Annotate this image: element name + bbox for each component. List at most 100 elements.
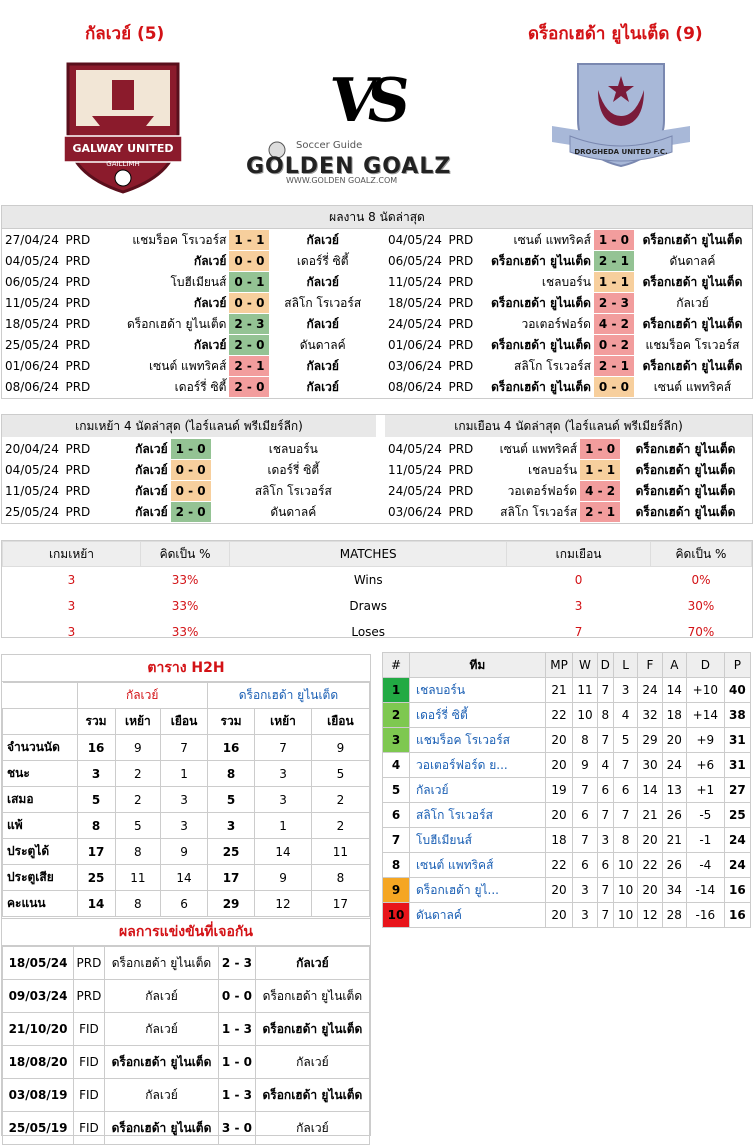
away-team-name: ดันดาลค์ — [210, 501, 376, 523]
standings-row: 7 โบฮีเมียนส์ 18 7 3 8 20 21 -1 24 — [382, 827, 752, 853]
h2h-value: 5 — [114, 812, 162, 839]
standings-header: ทีม — [409, 652, 546, 678]
h2h-away-team: ดร็อกเฮด้า ยูไนเต็ด — [206, 682, 371, 709]
standings-row: 10 ดันดาลค์ 20 3 7 10 12 28 -16 16 — [382, 902, 752, 928]
league-code: PRD — [444, 439, 477, 460]
result-row: 20/04/24 PRD กัลเวย์ 1 - 0 เชลบอร์น — [2, 439, 376, 460]
match-score: 2 - 0 — [229, 334, 270, 356]
summary-header: MATCHES — [229, 541, 508, 567]
h2h-value: 11 — [310, 838, 371, 865]
match-date: 11/05/24 — [385, 459, 445, 481]
meeting-league: FID — [73, 1012, 105, 1046]
away-team-name: กัลเวย์ — [633, 292, 751, 314]
h2h-row-label: ประตูเสีย — [2, 864, 78, 891]
away-team-name: ดร็อกเฮด้า ยูไนเต็ด — [620, 480, 751, 502]
standings-header: # — [382, 652, 410, 678]
league-code: PRD — [444, 292, 477, 314]
last4-panel: เกมเหย้า 4 นัดล่าสุด (ไอร์แลนด์ พรีเมียร… — [1, 414, 753, 524]
h2h-value: 8 — [206, 760, 256, 787]
summary-label: Draws — [349, 599, 388, 613]
league-code: PRD — [444, 334, 477, 356]
result-row: 08/06/24 PRD ดร็อกเฮด้า ยูไนเต็ด 0 - 0 เซนต์… — [385, 376, 751, 398]
home-team-name: กัลเวย์ — [93, 501, 171, 523]
match-score: 0 - 2 — [593, 334, 634, 356]
result-row: 11/05/24 PRD กัลเวย์ 0 - 0 สลิโก โรเวอร์ส — [2, 292, 376, 314]
meeting-date: 25/05/19 — [2, 1111, 74, 1145]
h2h-row: ชนะ 3 2 1 8 3 5 — [2, 760, 371, 787]
result-row: 11/05/24 PRD เชลบอร์น 1 - 1 ดร็อกเฮด้า ยูไนเ… — [385, 459, 751, 481]
standings-position: 1 — [382, 677, 410, 703]
match-date: 06/05/24 — [385, 250, 445, 272]
standings-mp: 22 — [544, 852, 574, 878]
match-date: 04/05/24 — [2, 250, 62, 272]
standings-team: แชมร็อค โรเวอร์ส — [409, 727, 546, 753]
result-row: 11/05/24 PRD กัลเวย์ 0 - 0 สลิโก โรเวอร์ส — [2, 480, 376, 502]
standings-a: 21 — [661, 827, 687, 853]
result-row: 25/05/24 PRD กัลเวย์ 2 - 0 ดันดาลค์ — [2, 334, 376, 356]
meeting-date: 18/05/24 — [2, 946, 74, 980]
standings-position: 4 — [382, 752, 410, 778]
home-count: 3 — [67, 573, 76, 587]
standings-l: 10 — [612, 877, 639, 903]
h2h-row-label: จำนวนนัด — [2, 734, 78, 761]
away-team-name: กัลเวย์ — [269, 313, 376, 335]
meeting-date: 18/08/20 — [2, 1045, 74, 1079]
last4-home-table: 20/04/24 PRD กัลเวย์ 1 - 0 เชลบอร์น 04/05/24 P… — [2, 439, 376, 523]
home-team-name: เดอร์รี่ ซิตี้ — [93, 376, 230, 398]
match-score: 0 - 1 — [229, 271, 270, 293]
h2h-table: กัลเวย์ ดร็อกเฮด้า ยูไนเต็ด รวม เหย้า เยือ… — [2, 682, 371, 917]
home-count: 3 — [67, 599, 76, 613]
h2h-value: 8 — [114, 890, 162, 917]
standings-d: 3 — [596, 827, 614, 853]
result-row: 03/06/24 PRD สลิโก โรเวอร์ส 2 - 1 ดร็อกเฮด้า… — [385, 355, 751, 377]
meeting-date: 03/08/19 — [2, 1078, 74, 1112]
h2h-col-header-row: รวม เหย้า เยือน รวม เหย้า เยือน — [2, 708, 371, 735]
meeting-away-team: กัลเวย์ — [254, 1045, 371, 1079]
home-team-logo: GALWAY UNITED GAILLIMH — [62, 56, 184, 196]
match-score: 2 - 0 — [229, 376, 270, 398]
home-percent: 33% — [171, 573, 199, 587]
away-team-name: ดร็อกเฮด้า ยูไนเต็ด — [633, 355, 751, 377]
standings-mp: 20 — [544, 802, 574, 828]
meeting-score: 1 - 3 — [218, 1012, 256, 1046]
h2h-row: ประตูได้ 17 8 9 25 14 11 — [2, 838, 371, 865]
match-score: 2 - 3 — [229, 313, 270, 335]
h2h-value: 6 — [160, 890, 208, 917]
result-row: 04/05/24 PRD เซนต์ แพทริคส์ 1 - 0 ดร็อกเฮด้า… — [385, 230, 751, 251]
match-score: 2 - 1 — [580, 501, 621, 523]
home-team-name: กัลเวย์ — [93, 250, 230, 272]
away-team-name: สลิโก โรเวอร์ส — [210, 480, 376, 502]
standings-f: 12 — [637, 902, 663, 928]
standings-header: D — [685, 652, 725, 678]
standings-header: F — [637, 652, 663, 678]
result-row: 04/05/24 PRD กัลเวย์ 0 - 0 เดอร์รี่ ซิตี้ — [2, 459, 376, 481]
summary-label: Wins — [353, 573, 383, 587]
standings-w: 3 — [572, 902, 598, 928]
standings-a: 26 — [661, 802, 687, 828]
standings-a: 18 — [661, 702, 687, 728]
meetings-panel: ผลการแข่งขันที่เจอกัน 18/05/24 PRD ดร็อกเฮ… — [1, 918, 371, 1145]
home-team-name: เชลบอร์น — [476, 271, 594, 293]
standings-f: 32 — [637, 702, 663, 728]
league-code: PRD — [61, 480, 94, 502]
result-row: 06/05/24 PRD ดร็อกเฮด้า ยูไนเต็ด 2 - 1 ดันดา… — [385, 250, 751, 272]
standings-points: 16 — [723, 902, 752, 928]
standings-w: 9 — [572, 752, 598, 778]
home-team-name: เชลบอร์น — [476, 459, 581, 481]
standings-team: วอเตอร์ฟอร์ด ย... — [409, 752, 546, 778]
meeting-league: PRD — [73, 979, 105, 1013]
league-code: PRD — [61, 271, 94, 293]
h2h-value: 14 — [160, 864, 208, 891]
meeting-score: 1 - 0 — [218, 1045, 256, 1079]
h2h-value: 3 — [160, 786, 208, 813]
meeting-home-team: กัลเวย์ — [103, 1078, 220, 1112]
standings-header-row: # ทีม MP W D L F A D P — [382, 652, 752, 678]
result-row: 03/06/24 PRD สลิโก โรเวอร์ส 2 - 1 ดร็อกเฮด้า… — [385, 501, 751, 523]
h2h-value: 9 — [310, 734, 371, 761]
result-row: 08/06/24 PRD เดอร์รี่ ซิตี้ 2 - 0 กัลเวย์ — [2, 376, 376, 398]
h2h-row-label: ชนะ — [2, 760, 78, 787]
meeting-row: 09/03/24 PRD กัลเวย์ 0 - 0 ดร็อกเฮด้า ยูไนเต… — [2, 979, 371, 1013]
meeting-date: 21/10/20 — [2, 1012, 74, 1046]
league-code: PRD — [444, 501, 477, 523]
away-team-name: กัลเวย์ — [269, 376, 376, 398]
